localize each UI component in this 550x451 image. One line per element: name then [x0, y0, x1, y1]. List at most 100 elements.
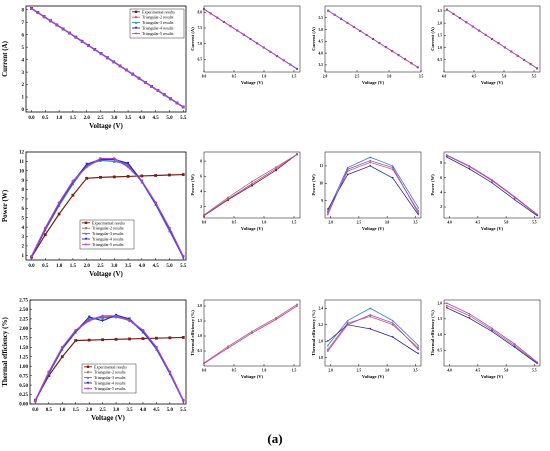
- x-tick-label: 1.0: [56, 264, 63, 269]
- y-axis-label: Thermal efficiency (%): [190, 310, 195, 356]
- data-point: [181, 398, 185, 402]
- y-tick-label: 6: [22, 207, 25, 212]
- data-point: [251, 330, 253, 333]
- data-point: [87, 44, 90, 47]
- data-point: [536, 361, 539, 364]
- data-point: [417, 213, 420, 216]
- y-axis-label: Power (W): [1, 189, 9, 222]
- data-point: [369, 307, 372, 310]
- data-point: [275, 317, 277, 319]
- data-point: [391, 166, 394, 169]
- y-tick-label: 1.0: [438, 333, 443, 337]
- y-axis-label: Current (A): [430, 27, 435, 51]
- y-axis-label: Power (W): [430, 174, 435, 196]
- y-tick-label: 2: [22, 83, 25, 88]
- data-point: [471, 25, 474, 28]
- x-tick-label: 5.5: [180, 116, 187, 121]
- series-line-experimental-results: [34, 336, 184, 401]
- data-point: [346, 173, 349, 176]
- data-point: [60, 345, 64, 349]
- series-line-triangular-5-results: [327, 314, 419, 352]
- x-tick-label: 0.5: [232, 369, 237, 373]
- x-tick-label: 3.5: [125, 116, 132, 121]
- data-point: [326, 350, 329, 353]
- y-tick-label: 6: [22, 33, 25, 38]
- data-point: [99, 175, 102, 179]
- y-tick-label: 1.5: [438, 317, 443, 321]
- figure-caption: (a): [267, 431, 283, 446]
- legend-label: Triangular-3 results: [92, 231, 124, 236]
- series-triangular-5-results: [327, 9, 419, 69]
- data-point: [112, 157, 116, 160]
- plot-frame: [203, 5, 301, 73]
- data-point: [296, 153, 298, 156]
- data-point: [242, 33, 245, 36]
- y-tick-label: 5.5: [319, 16, 324, 20]
- x-tick-label: 1.0: [59, 408, 66, 413]
- data-point: [417, 211, 420, 214]
- plot-frame: [29, 299, 187, 405]
- x-tick-label: 1.5: [292, 221, 297, 225]
- data-point: [397, 54, 400, 57]
- x-tick-label: 3.0: [111, 264, 118, 269]
- data-point: [275, 166, 277, 169]
- y-tick-label: 7: [22, 198, 25, 203]
- y-tick-label: 1.25: [19, 355, 28, 360]
- x-tick-label: 1.5: [292, 75, 297, 79]
- y-tick-label: 1.50: [19, 346, 28, 351]
- data-point: [468, 164, 471, 167]
- y-tick-label: 1: [22, 254, 25, 259]
- data-point: [74, 339, 78, 342]
- eff-z1-panel: 0.0 0.5 1.0 1.5 0.5 1.0 1.5 2.0 Voltage (V) Therm…: [190, 294, 310, 386]
- plot-frame: [25, 5, 187, 113]
- data-point: [236, 29, 239, 32]
- data-point: [42, 15, 46, 19]
- data-point: [491, 327, 493, 330]
- data-point: [80, 39, 84, 43]
- x-tick-label: 1.5: [292, 369, 297, 373]
- data-point: [275, 169, 277, 172]
- data-point: [262, 46, 265, 49]
- data-point: [391, 164, 394, 167]
- plot-frame: [443, 151, 541, 219]
- y-axis-label: Current (A): [190, 27, 195, 51]
- data-point: [282, 59, 285, 62]
- power-z1-panel: 0.0 0.5 1.0 1.5 2 4 6 8 Voltage (V) Power (W): [190, 146, 310, 238]
- legend-label: Triangular-4 results: [94, 381, 126, 386]
- data-point: [536, 214, 539, 217]
- x-axis-label: Voltage (V): [362, 226, 385, 231]
- x-tick-label: 4.0: [442, 75, 447, 79]
- data-point: [378, 42, 381, 45]
- data-point: [289, 63, 292, 66]
- x-tick-label: 2.5: [357, 221, 362, 225]
- data-point: [124, 68, 128, 72]
- x-tick-label: 1.0: [262, 369, 267, 373]
- data-point: [468, 314, 471, 317]
- x-tick-label: 5.5: [180, 408, 187, 413]
- data-point: [87, 338, 91, 342]
- y-axis-label: Thermal efficiency (%): [311, 310, 316, 356]
- data-point: [128, 337, 131, 341]
- series-triangular-4-results: [326, 323, 420, 355]
- y-tick-label: 8.0: [198, 10, 203, 14]
- data-point: [296, 305, 298, 307]
- plot-frame: [324, 299, 422, 367]
- data-point: [369, 161, 372, 164]
- series-line-triangular-5-results: [34, 315, 184, 401]
- x-tick-label: 3.0: [111, 116, 118, 121]
- data-point: [416, 66, 419, 69]
- x-tick-label: 2.5: [357, 369, 362, 373]
- data-point: [275, 167, 277, 170]
- legend-label: Triangular-2 results: [94, 370, 126, 375]
- y-tick-label: 2.0: [319, 339, 324, 343]
- y-axis-label: Current (A): [311, 27, 316, 51]
- series-triangular-5-results: [326, 159, 420, 216]
- data-point: [384, 46, 387, 49]
- x-tick-label: 1.5: [70, 116, 77, 121]
- y-tick-label: 0.5: [438, 58, 443, 62]
- data-point: [131, 72, 135, 76]
- series-triangular-5-results: [30, 157, 185, 258]
- current-main-chart: 0.0 0.5 1.0 1.5 2.0 2.5 3.0 3.5 4.0 4.5 5.0 5.5 0 1 2 3…: [1, 5, 187, 130]
- data-point: [391, 336, 394, 339]
- data-point: [168, 336, 172, 340]
